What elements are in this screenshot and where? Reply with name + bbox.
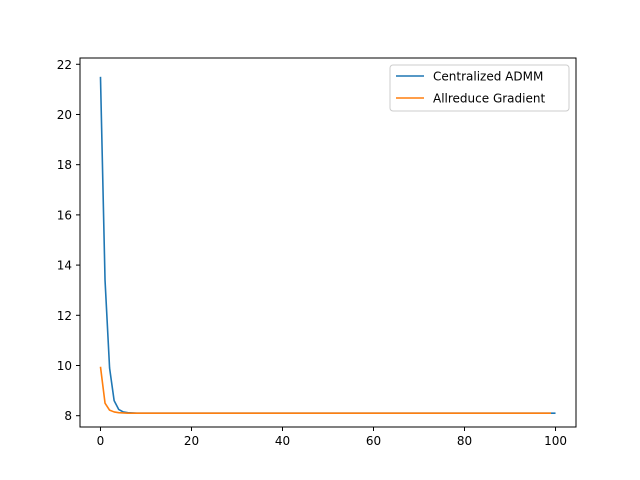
x-tick-label: 60 <box>366 434 381 448</box>
x-tick-label: 80 <box>457 434 472 448</box>
y-tick-label: 18 <box>57 158 72 172</box>
y-tick-label: 22 <box>57 58 72 72</box>
series-layer <box>99 76 556 414</box>
y-tick-label: 10 <box>57 359 72 373</box>
y-tick-label: 8 <box>64 409 72 423</box>
x-tick-label: 20 <box>184 434 199 448</box>
y-tick-label: 20 <box>57 108 72 122</box>
y-tick-label: 14 <box>57 259 72 273</box>
legend-box <box>389 64 570 112</box>
plot-frame <box>79 57 577 428</box>
axes-layer: 0 20 40 60 80 100 8 10 12 14 16 18 20 22 <box>57 58 567 448</box>
legend: Centralized ADMM Allreduce Gradient <box>389 64 570 112</box>
legend-label: Allreduce Gradient <box>433 92 545 106</box>
series-line-allreduce-gradient <box>99 366 551 414</box>
x-tick-label: 0 <box>97 434 105 448</box>
y-tick-label: 16 <box>57 208 72 222</box>
y-tick-label: 12 <box>57 309 72 323</box>
x-tick-label: 100 <box>544 434 567 448</box>
x-tick-label: 40 <box>275 434 290 448</box>
legend-label: Centralized ADMM <box>433 70 543 84</box>
